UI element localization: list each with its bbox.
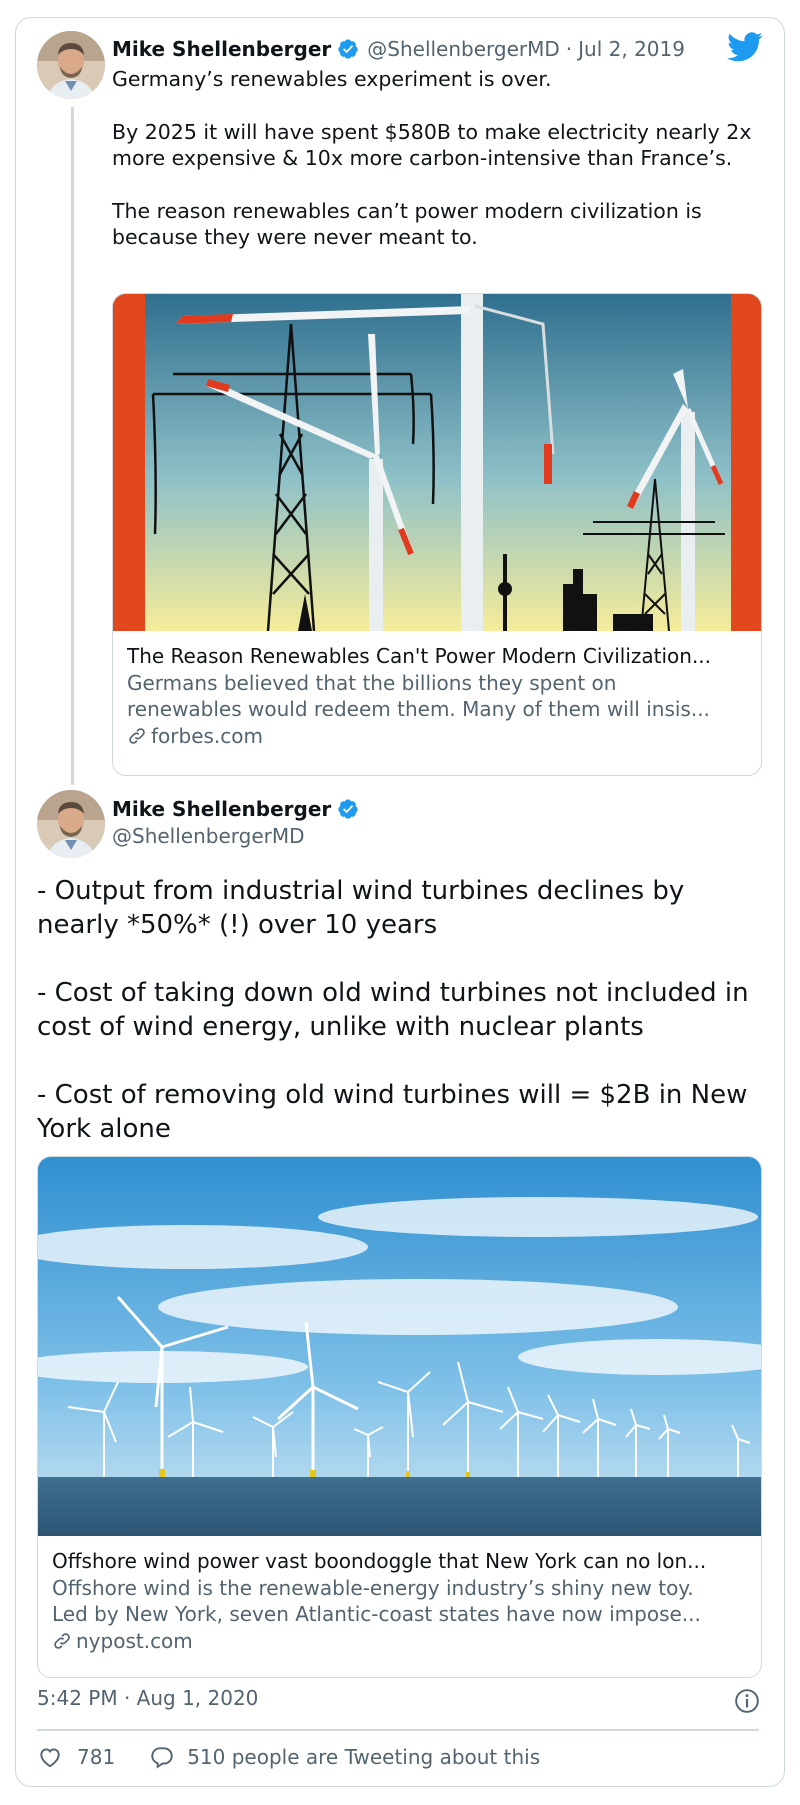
tweet1-date[interactable]: Jul 2, 2019 xyxy=(578,37,685,61)
reply-bubble-icon[interactable] xyxy=(149,1744,175,1770)
link-card-description-line: Offshore wind is the renewable-energy in… xyxy=(52,1576,694,1600)
like-count[interactable]: 781 xyxy=(77,1745,116,1769)
tweet1-text: Germany’s renewables experiment is over.… xyxy=(112,66,762,251)
header-separator: · xyxy=(565,37,573,61)
link-card-description: Germans believed that the billions they … xyxy=(127,670,747,722)
tweet1-header: Mike Shellenberger @ShellenbergerMD · Ju… xyxy=(112,34,685,64)
link-card-description-line: Germans believed that the billions they … xyxy=(127,671,617,695)
link-card-domain-row: forbes.com xyxy=(127,722,747,750)
nypost-link-card[interactable]: Offshore wind power vast boondoggle that… xyxy=(37,1156,762,1678)
link-card-domain-row: nypost.com xyxy=(52,1627,747,1655)
link-card-domain[interactable]: nypost.com xyxy=(76,1629,193,1653)
author-handle[interactable]: @ShellenbergerMD xyxy=(112,824,305,848)
link-card-title[interactable]: The Reason Renewables Can't Power Modern… xyxy=(127,644,712,668)
divider xyxy=(37,1729,759,1731)
forbes-link-card[interactable]: The Reason Renewables Can't Power Modern… xyxy=(112,293,762,776)
author-handle[interactable]: @ShellenbergerMD xyxy=(367,37,560,61)
tweeting-about-link[interactable]: 510 people are Tweeting about this xyxy=(187,1745,541,1769)
tweet1-paragraph: The reason renewables can’t power modern… xyxy=(112,198,709,250)
link-icon xyxy=(129,728,145,744)
tweet2-paragraph: - Cost of removing old wind turbines wil… xyxy=(37,1080,756,1144)
heart-icon[interactable] xyxy=(37,1744,63,1770)
verified-badge-icon xyxy=(338,799,358,819)
tweet2-header: Mike Shellenberger xyxy=(112,795,359,823)
link-card-description: Offshore wind is the renewable-energy in… xyxy=(52,1575,747,1627)
tweet-timestamp[interactable]: 5:42 PM · Aug 1, 2020 xyxy=(37,1686,259,1710)
author-avatar[interactable] xyxy=(37,790,105,858)
offshore-wind-farm-photo-icon xyxy=(38,1157,761,1536)
thread-connector-line xyxy=(71,107,74,785)
link-card-body: Offshore wind power vast boondoggle that… xyxy=(38,1539,761,1655)
author-name[interactable]: Mike Shellenberger xyxy=(112,37,332,61)
info-icon[interactable] xyxy=(734,1688,760,1714)
tweet1-paragraph: By 2025 it will have spent $580B to make… xyxy=(112,119,758,171)
link-card-description-line: renewables would redeem them. Many of th… xyxy=(127,697,710,721)
link-card-domain[interactable]: forbes.com xyxy=(151,724,263,748)
link-card-description-line: Led by New York, seven Atlantic-coast st… xyxy=(52,1602,701,1626)
author-avatar[interactable] xyxy=(37,31,105,99)
author-name[interactable]: Mike Shellenberger xyxy=(112,797,332,821)
tweet2-paragraph: - Cost of taking down old wind turbines … xyxy=(37,978,757,1042)
verified-badge-icon xyxy=(338,39,358,59)
wind-turbines-pylons-illustration-icon xyxy=(113,294,761,631)
twitter-bird-icon[interactable] xyxy=(727,32,763,62)
link-card-body: The Reason Renewables Can't Power Modern… xyxy=(113,634,761,750)
tweet1-paragraph: Germany’s renewables experiment is over. xyxy=(112,67,552,91)
tweet2-text: - Output from industrial wind turbines d… xyxy=(37,874,757,1146)
link-icon xyxy=(54,1633,70,1649)
link-card-title[interactable]: Offshore wind power vast boondoggle that… xyxy=(52,1549,707,1573)
tweet-actions: 781 510 people are Tweeting about this xyxy=(37,1744,540,1770)
tweet2-paragraph: - Output from industrial wind turbines d… xyxy=(37,876,693,940)
